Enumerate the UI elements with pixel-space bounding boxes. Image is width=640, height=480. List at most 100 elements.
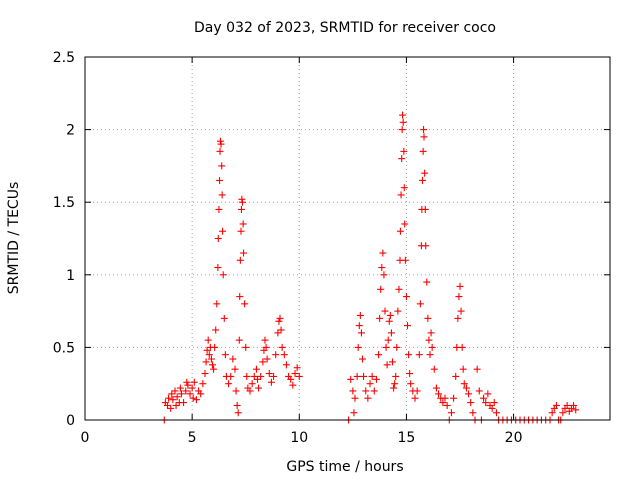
- data-point: [419, 147, 427, 155]
- data-point: [396, 227, 404, 235]
- data-point: [259, 358, 267, 366]
- data-point: [419, 176, 426, 184]
- data-point: [488, 404, 496, 412]
- data-point: [480, 394, 488, 402]
- data-point: [212, 326, 220, 334]
- data-point: [282, 361, 290, 369]
- data-point: [378, 264, 386, 272]
- data-point: [248, 380, 256, 388]
- data-point: [355, 322, 363, 330]
- data-point: [270, 372, 278, 380]
- data-point: [216, 176, 224, 184]
- data-point: [357, 329, 365, 337]
- data-point: [210, 365, 218, 373]
- data-point: [275, 317, 283, 325]
- data-point: [225, 380, 233, 388]
- data-point: [219, 227, 227, 235]
- data-point: [397, 191, 405, 199]
- data-point: [213, 300, 221, 308]
- data-point: [392, 372, 400, 380]
- data-point: [231, 365, 239, 373]
- data-point: [459, 365, 467, 373]
- data-point: [190, 378, 198, 386]
- data-point: [276, 314, 284, 322]
- data-point: [254, 375, 261, 383]
- data-point: [241, 300, 249, 308]
- data-point: [205, 351, 213, 359]
- data-point: [398, 155, 406, 163]
- data-point: [467, 399, 475, 407]
- data-point: [207, 355, 215, 363]
- x-tick-label: 10: [290, 430, 308, 446]
- data-point: [484, 390, 492, 398]
- data-point: [401, 220, 409, 228]
- data-point: [237, 227, 245, 235]
- x-tick-label: 20: [505, 430, 523, 446]
- data-point: [402, 293, 410, 301]
- data-point: [399, 118, 407, 126]
- data-point: [452, 372, 460, 380]
- data-point: [475, 387, 483, 395]
- data-point: [377, 285, 385, 293]
- data-point: [295, 372, 303, 380]
- data-point: [201, 370, 209, 378]
- data-point: [394, 307, 402, 315]
- data-point: [416, 300, 424, 308]
- data-point: [184, 381, 192, 389]
- data-point: [280, 351, 288, 359]
- data-point: [379, 249, 387, 257]
- data-point: [182, 387, 190, 395]
- grid-layer: [85, 57, 610, 420]
- data-point: [202, 358, 210, 366]
- data-point: [229, 355, 237, 363]
- data-point: [570, 401, 578, 409]
- data-point: [465, 390, 473, 398]
- data-point: [443, 401, 451, 409]
- data-point: [389, 358, 396, 366]
- data-point: [375, 351, 383, 359]
- y-axis-title: SRMTID / TECUs: [6, 182, 22, 295]
- data-point: [400, 147, 408, 155]
- data-point: [552, 401, 560, 409]
- data-point: [372, 375, 380, 383]
- data-point: [238, 195, 246, 203]
- data-point: [197, 390, 205, 398]
- data-point: [188, 384, 196, 392]
- data-point: [364, 394, 372, 402]
- data-point: [192, 396, 200, 404]
- data-point: [221, 351, 229, 359]
- data-point: [246, 387, 254, 395]
- data-point: [395, 285, 403, 293]
- data-point: [164, 401, 171, 409]
- data-point: [236, 293, 244, 301]
- x-tick-label: 0: [81, 430, 90, 446]
- data-point: [289, 381, 297, 389]
- data-point: [350, 409, 358, 417]
- data-point: [460, 380, 468, 388]
- data-point: [165, 394, 173, 402]
- data-point: [218, 162, 226, 170]
- data-point: [347, 375, 355, 383]
- data-point: [218, 191, 226, 199]
- data-point: [404, 322, 411, 330]
- data-point: [216, 137, 224, 145]
- data-point: [211, 343, 219, 351]
- data-point: [216, 147, 224, 155]
- data-point: [267, 378, 275, 386]
- data-point: [492, 409, 500, 417]
- data-point: [214, 264, 222, 272]
- data-point: [457, 307, 465, 315]
- data-point: [354, 343, 362, 351]
- y-tick-label: 1.5: [53, 195, 75, 211]
- data-point: [420, 126, 428, 134]
- data-point: [405, 351, 413, 359]
- data-point: [204, 336, 212, 344]
- data-point: [430, 365, 438, 373]
- data-point: [381, 307, 389, 315]
- data-point: [167, 404, 175, 412]
- data-point: [219, 271, 227, 279]
- data-point: [559, 409, 567, 417]
- data-point: [424, 314, 432, 322]
- data-point: [362, 387, 370, 395]
